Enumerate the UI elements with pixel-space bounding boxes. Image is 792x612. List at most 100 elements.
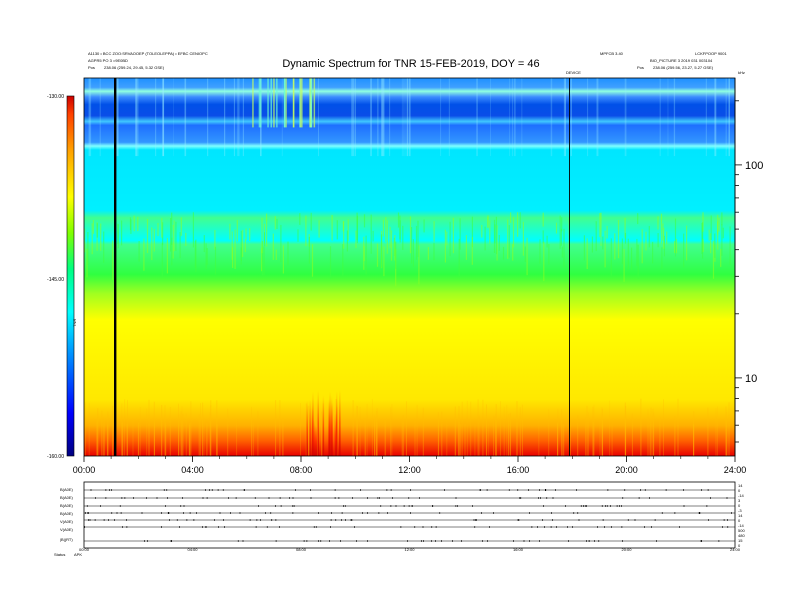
colorbar	[66, 95, 75, 457]
burst-streak	[317, 390, 319, 456]
spectrum-texture	[87, 232, 89, 266]
spectrum-streak	[728, 78, 730, 157]
lower-label-2: B(A0E)	[60, 495, 73, 500]
colorbar-tick-mid: -145.00	[47, 277, 64, 283]
spectrum-streak	[351, 78, 353, 157]
spectrum-texture	[363, 214, 366, 228]
spectrum-texture	[604, 230, 606, 268]
spectrum-texture	[610, 238, 612, 276]
spectrum-texture	[209, 412, 211, 456]
spectrum-texture	[548, 409, 550, 456]
lower-right-tick-6: -3	[738, 508, 742, 513]
spectrum-texture	[364, 418, 366, 456]
spectrum-texture	[126, 423, 128, 456]
spectrum-texture	[210, 400, 212, 456]
spectrum-streak	[382, 78, 385, 157]
spectrum-texture	[686, 225, 688, 261]
spectrum-texture	[631, 413, 633, 456]
spectrum-texture	[653, 412, 655, 456]
frequency-axis: 10 100	[734, 78, 763, 456]
lower-right-tick-5: 0	[738, 503, 741, 508]
spectrum-texture	[560, 228, 562, 246]
spectrum-texture	[185, 232, 187, 246]
header-right-b: LCKFPOOP 9001	[695, 51, 727, 56]
header-right-pos-value: 238.06 (259.56, 23.27, 5.27 GSE)	[653, 65, 714, 70]
spectrum-texture	[663, 235, 665, 257]
spectrum-texture	[710, 233, 712, 254]
spectrum-texture	[356, 405, 358, 456]
spectrum-texture	[356, 212, 358, 241]
spectrum-texture	[185, 412, 187, 456]
spectrum-texture	[385, 217, 387, 242]
chart-title: Dynamic Spectrum for TNR 15-FEB-2019, DO…	[282, 58, 540, 70]
spectrum-texture	[127, 399, 128, 456]
spectrum-texture	[666, 231, 668, 245]
spectrum-texture	[399, 215, 401, 240]
spectrum-texture	[203, 418, 205, 456]
lower-right-tick-3: -14	[738, 493, 744, 498]
spectrum-texture	[458, 238, 460, 277]
spectrum-texture	[512, 217, 515, 248]
spectrum-texture	[493, 219, 496, 253]
spectrum-texture	[517, 212, 519, 237]
spectrum-texture	[137, 422, 139, 456]
spectrum-texture	[261, 241, 263, 276]
spectrum-texture	[375, 417, 377, 456]
spectrum-texture	[663, 399, 664, 456]
time-tick-label: 04:00	[181, 465, 204, 475]
spectrum-streak	[207, 78, 209, 157]
spectrum-texture	[602, 408, 603, 456]
spectrum-texture	[650, 407, 652, 456]
spectrum-texture	[659, 416, 661, 456]
spectrum-texture	[721, 224, 723, 256]
spectrum-texture	[331, 215, 333, 241]
spectrum-texture	[165, 422, 167, 456]
spectrum-texture	[512, 244, 514, 261]
lower-label-4: B(A0E)	[60, 511, 73, 516]
spectrum-texture	[645, 231, 647, 251]
spectrum-streak	[389, 78, 391, 157]
spectrum-streak	[242, 78, 244, 157]
spectrum-texture	[662, 223, 664, 241]
spectrum-texture	[318, 220, 320, 238]
spectrum-texture	[236, 419, 238, 456]
spectrum-texture	[355, 230, 357, 249]
spectrum-texture	[415, 225, 418, 260]
spectrum-texture	[231, 231, 233, 260]
spectrum-texture	[649, 420, 651, 456]
spectrum-texture	[458, 406, 460, 456]
spectrum-streak	[370, 78, 372, 157]
spectrum-texture	[287, 241, 289, 266]
time-tick-label: 20:00	[615, 465, 638, 475]
spectrum-texture	[251, 406, 252, 456]
spectrum-texture	[181, 406, 183, 456]
lower-time-tick-label: 16:00	[513, 547, 524, 552]
spectrum-streak	[440, 78, 442, 157]
spectrum-texture	[437, 412, 439, 456]
spectrum-texture	[478, 415, 480, 456]
spectrum-texture	[446, 419, 448, 456]
header-right-a: MPFCB 3.40	[600, 51, 623, 56]
burst-streak	[258, 78, 261, 128]
spectrum-texture	[166, 237, 168, 274]
spectrum-texture	[244, 239, 246, 253]
spectrum-texture	[242, 229, 244, 257]
spectrum-texture	[117, 223, 119, 245]
spectrum-texture	[356, 406, 358, 456]
spectrum-texture	[465, 235, 467, 260]
spectrum-texture	[559, 215, 561, 249]
spectrum-texture	[601, 407, 603, 456]
lower-right-tick-12: 15	[738, 538, 743, 543]
spectrum-texture	[311, 244, 314, 277]
spectrum-texture	[725, 406, 727, 456]
spectrum-texture	[178, 414, 180, 456]
lower-right-tick-7: 14	[738, 513, 743, 518]
spectrum-streak	[521, 78, 523, 157]
spectrum-texture	[214, 246, 217, 275]
spectrum-streak	[238, 78, 240, 157]
spectrum-texture	[122, 421, 124, 456]
spectrum-texture	[395, 241, 397, 269]
spectrum-texture	[702, 212, 704, 232]
burst-streak	[322, 395, 325, 456]
spectrum-texture	[652, 241, 654, 264]
